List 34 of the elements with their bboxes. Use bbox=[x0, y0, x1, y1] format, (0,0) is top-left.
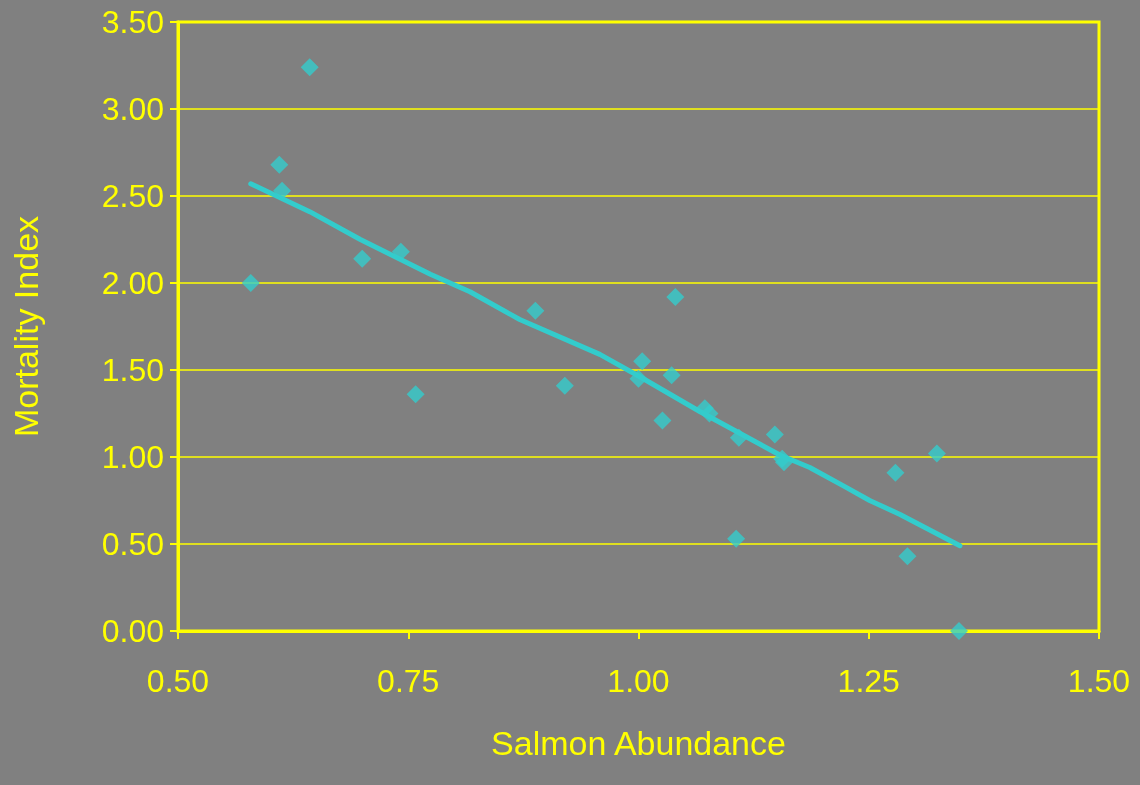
point bbox=[898, 547, 917, 566]
x-tick-label: 0.75 bbox=[377, 663, 440, 699]
point bbox=[653, 411, 672, 430]
point bbox=[241, 274, 260, 292]
y-tick-label: 2.00 bbox=[101, 265, 164, 301]
point bbox=[765, 425, 784, 444]
point bbox=[927, 444, 946, 463]
x-tick-label: 1.00 bbox=[607, 663, 670, 699]
y-tick-label: 1.00 bbox=[101, 439, 164, 475]
x-axis-title: Salmon Abundance bbox=[491, 724, 786, 762]
y-tick-label: 1.50 bbox=[101, 352, 164, 388]
x-tick-label: 1.25 bbox=[837, 663, 900, 699]
point bbox=[666, 287, 685, 306]
point bbox=[353, 249, 372, 268]
point bbox=[270, 155, 289, 174]
point bbox=[406, 385, 425, 404]
y-tick-label: 3.50 bbox=[101, 4, 164, 40]
point bbox=[300, 58, 319, 77]
y-axis-title: Mortality Index bbox=[7, 215, 45, 438]
point bbox=[950, 622, 969, 640]
point bbox=[886, 463, 905, 482]
x-tick-label: 1.50 bbox=[1067, 663, 1131, 699]
x-tick-label: 0.50 bbox=[146, 663, 210, 699]
y-tick-label: 0.00 bbox=[101, 613, 164, 649]
point bbox=[729, 428, 748, 447]
point bbox=[633, 352, 652, 371]
point bbox=[555, 376, 574, 395]
point bbox=[727, 529, 746, 548]
point bbox=[662, 366, 681, 385]
point bbox=[629, 369, 648, 388]
y-tick-label: 3.00 bbox=[101, 91, 164, 127]
y-tick-label: 2.50 bbox=[101, 178, 164, 214]
y-tick-label: 0.50 bbox=[101, 526, 164, 562]
point bbox=[526, 301, 545, 320]
